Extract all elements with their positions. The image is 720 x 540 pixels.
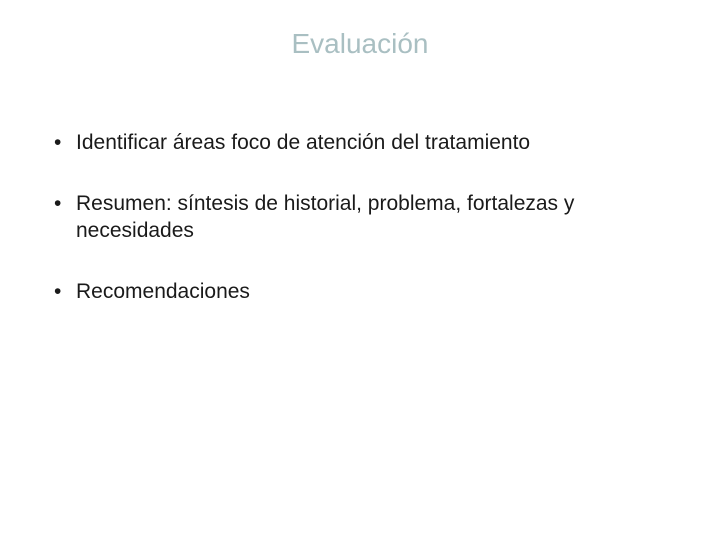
- list-item: Identificar áreas foco de atención del t…: [48, 130, 672, 157]
- slide-title: Evaluación: [0, 28, 720, 60]
- list-item: Recomendaciones: [48, 279, 672, 306]
- slide: Evaluación Identificar áreas foco de ate…: [0, 0, 720, 540]
- bullet-list: Identificar áreas foco de atención del t…: [48, 130, 672, 306]
- slide-body: Identificar áreas foco de atención del t…: [48, 130, 672, 340]
- list-item: Resumen: síntesis de historial, problema…: [48, 191, 672, 245]
